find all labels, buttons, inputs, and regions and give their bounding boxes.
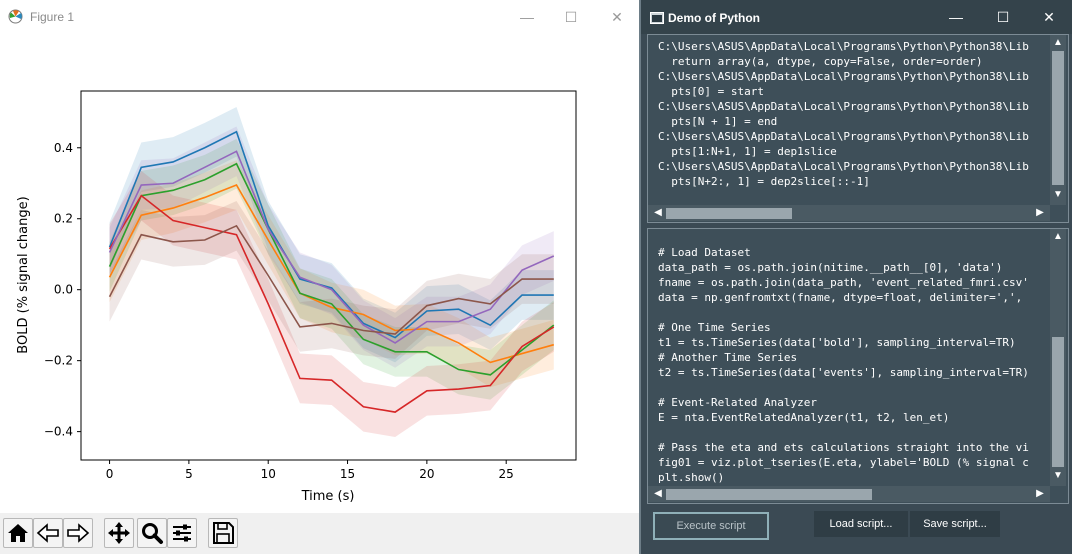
- back-icon[interactable]: [33, 518, 63, 548]
- scroll-down-icon[interactable]: ▼: [1053, 189, 1063, 200]
- scrollbar-thumb[interactable]: [666, 489, 872, 500]
- scroll-left-icon[interactable]: ◀: [654, 488, 662, 499]
- confidence-band-0: [109, 106, 554, 363]
- console-title: Demo of Python: [668, 11, 760, 25]
- matplotlib-logo-icon: [8, 9, 23, 24]
- console-close-button[interactable]: ✕: [1043, 9, 1055, 25]
- series-line-2: [108, 162, 555, 376]
- script-vertical-scrollbar[interactable]: ▲ ▼: [1050, 229, 1066, 486]
- scroll-up-icon[interactable]: ▲: [1053, 231, 1063, 242]
- console-minimize-button[interactable]: —: [949, 9, 963, 25]
- confidence-bands: [109, 106, 554, 437]
- window-border: [639, 0, 642, 554]
- figure-title: Figure 1: [30, 10, 75, 24]
- save-icon[interactable]: [208, 518, 238, 548]
- home-icon[interactable]: [3, 518, 33, 548]
- y-tick-label: 0.2: [54, 212, 73, 226]
- scroll-right-icon[interactable]: ▶: [1036, 488, 1044, 499]
- output-pane[interactable]: C:\Users\ASUS\AppData\Local\Programs\Pyt…: [647, 34, 1069, 223]
- series-line-0: [108, 130, 554, 339]
- navigation-toolbar: [0, 513, 641, 554]
- plot-frame: [80, 90, 577, 461]
- confidence-band-2: [109, 138, 554, 400]
- scroll-right-icon[interactable]: ▶: [1036, 207, 1044, 218]
- figure-window: Figure 1 — ☐ ✕ 0 5 10 15 20 25 −0.4 −0.2 0.0 0.2…: [0, 0, 641, 554]
- y-tick-label: −0.2: [44, 354, 73, 368]
- x-tick-label: 20: [419, 467, 434, 481]
- x-tick-label: 10: [261, 467, 276, 481]
- output-text: C:\Users\ASUS\AppData\Local\Programs\Pyt…: [658, 40, 1029, 188]
- figure-titlebar: Figure 1 — ☐ ✕: [0, 0, 641, 34]
- plot-canvas: 0 5 10 15 20 25 −0.4 −0.2 0.0 0.2 0.4 Time (s) BO…: [16, 90, 577, 504]
- confidence-band-5: [109, 200, 554, 359]
- series-lines: [108, 130, 555, 413]
- configure-subplots-icon[interactable]: [167, 518, 197, 548]
- x-axis-label: Time (s): [301, 489, 355, 504]
- load-script-button[interactable]: Load script...: [814, 511, 908, 537]
- close-button[interactable]: ✕: [611, 9, 623, 25]
- x-axis-ticks: 0 5 10 15 20 25: [106, 460, 514, 481]
- series-line-4: [108, 150, 555, 344]
- zoom-icon[interactable]: [137, 518, 167, 548]
- console-titlebar: [641, 0, 1072, 34]
- execute-script-button[interactable]: Execute script: [653, 512, 769, 540]
- x-tick-label: 0: [106, 467, 114, 481]
- forward-icon[interactable]: [63, 518, 93, 548]
- scrollbar-thumb[interactable]: [1052, 51, 1064, 185]
- x-tick-label: 25: [499, 467, 514, 481]
- series-line-5: [108, 224, 554, 335]
- y-axis-label: BOLD (% signal change): [16, 196, 31, 353]
- output-horizontal-scrollbar[interactable]: ◀ ▶: [648, 205, 1050, 221]
- confidence-band-4: [109, 126, 554, 368]
- script-horizontal-scrollbar[interactable]: ◀ ▶: [648, 486, 1050, 502]
- scrollbar-thumb[interactable]: [1052, 337, 1064, 467]
- pan-icon[interactable]: [104, 518, 134, 548]
- series-line-3: [108, 194, 555, 413]
- save-script-button[interactable]: Save script...: [910, 511, 1000, 537]
- x-tick-label: 5: [185, 467, 193, 481]
- script-editor[interactable]: # Load Dataset data_path = os.path.join(…: [647, 228, 1069, 504]
- scroll-up-icon[interactable]: ▲: [1053, 37, 1063, 48]
- scrollbar-thumb[interactable]: [666, 208, 792, 219]
- x-tick-label: 15: [340, 467, 355, 481]
- console-maximize-button[interactable]: ☐: [996, 9, 1010, 25]
- maximize-button[interactable]: ☐: [564, 9, 578, 25]
- confidence-band-3: [109, 170, 554, 437]
- y-axis-ticks: −0.4 −0.2 0.0 0.2 0.4: [44, 141, 81, 439]
- y-tick-label: −0.4: [44, 425, 73, 439]
- script-text: # Load Dataset data_path = os.path.join(…: [658, 246, 1029, 484]
- y-tick-label: 0.0: [54, 283, 73, 297]
- scroll-left-icon[interactable]: ◀: [654, 207, 662, 218]
- y-tick-label: 0.4: [54, 141, 73, 155]
- scroll-down-icon[interactable]: ▼: [1053, 470, 1063, 481]
- minimize-button[interactable]: —: [520, 9, 534, 25]
- app-icon: [650, 11, 664, 24]
- series-line-1: [108, 184, 555, 364]
- confidence-band-1: [109, 160, 554, 388]
- output-vertical-scrollbar[interactable]: ▲ ▼: [1050, 35, 1066, 205]
